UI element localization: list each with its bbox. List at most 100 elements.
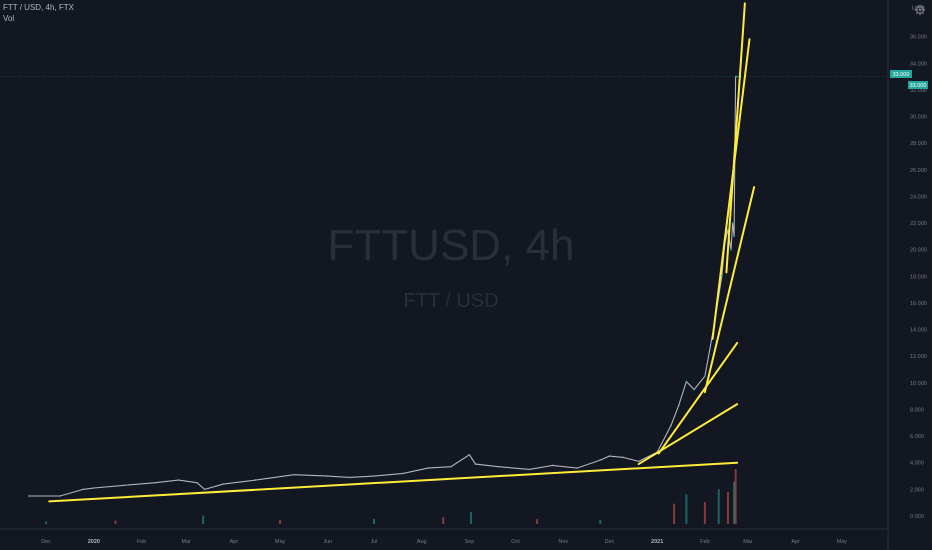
price-point: [203, 488, 206, 491]
x-tick-label: Mar: [743, 539, 753, 545]
settings-button[interactable]: [914, 4, 926, 16]
y-tick-label: 0.000: [910, 514, 924, 520]
x-tick-label: 2020: [88, 539, 100, 545]
volume-bar: [673, 503, 676, 524]
y-tick-label: 36.000: [910, 35, 927, 41]
x-tick-label: 2021: [651, 539, 663, 545]
price-point: [82, 488, 85, 491]
price-axis-currency: USD: [912, 6, 925, 12]
volume-bar: [734, 469, 737, 524]
x-tick-label: Feb: [700, 539, 709, 545]
price-point: [736, 75, 739, 78]
price-point: [348, 476, 351, 479]
price-point: [59, 495, 61, 497]
volume-bar: [442, 517, 445, 524]
price-point: [576, 467, 579, 469]
price-point: [426, 467, 429, 469]
y-tick-label: 8.000: [910, 407, 924, 413]
price-point: [122, 484, 125, 487]
trend-line[interactable]: [725, 2, 746, 274]
y-tick-label: 26.000: [910, 168, 927, 174]
volume-bar: [114, 520, 117, 524]
trend-line[interactable]: [711, 38, 751, 340]
price-point: [450, 465, 452, 468]
price-line: [29, 76, 738, 497]
last-price-marker: 33.000 33.000: [890, 70, 928, 89]
price-point: [402, 472, 405, 475]
y-tick-label: 14.000: [910, 328, 927, 334]
y-tick-label: 24.000: [910, 194, 927, 200]
x-tick-label: Dec: [41, 539, 51, 545]
volume-bar: [703, 502, 706, 524]
y-tick-label: 2.000: [910, 487, 924, 493]
x-tick-label: May: [837, 539, 848, 545]
price-point: [154, 481, 157, 484]
price-point: [474, 463, 477, 465]
last-price-label: 33.000: [893, 72, 910, 78]
price-point: [28, 495, 31, 497]
x-tick-label: Apr: [230, 539, 239, 545]
trend-line[interactable]: [48, 461, 739, 503]
volume-label[interactable]: Vol: [3, 14, 15, 23]
x-tick-label: Jun: [323, 539, 332, 545]
watermark-title: FTTUSD, 4h: [328, 221, 575, 270]
watermark-subtitle: FTT / USD: [403, 290, 498, 312]
x-tick-label: Dec: [605, 539, 615, 545]
y-tick-label: 16.000: [910, 301, 927, 307]
volume-bar: [45, 521, 48, 524]
price-axis[interactable]: 0.000 2.000 4.000 6.000 8.000 10.000 12.000 14.…: [910, 35, 927, 520]
y-tick-label: 32.000: [910, 88, 927, 94]
price-point: [254, 479, 257, 481]
x-tick-label: Sep: [464, 539, 474, 545]
price-axis-separator: [0, 0, 889, 550]
trend-lines[interactable]: [48, 2, 756, 503]
y-tick-label: 28.000: [910, 141, 927, 147]
price-point: [551, 464, 554, 467]
price-point: [468, 453, 471, 456]
y-tick-label: 18.000: [910, 274, 927, 280]
price-point: [222, 483, 225, 485]
price-point: [685, 380, 688, 383]
price-point: [734, 75, 737, 78]
price-point: [599, 459, 602, 461]
volume-bar: [372, 518, 375, 524]
price-point: [528, 468, 531, 471]
price-point: [637, 460, 640, 463]
y-tick-label: 34.000: [910, 61, 927, 67]
volume-bar: [726, 491, 729, 524]
x-tick-label: Nov: [558, 539, 568, 545]
price-point: [497, 465, 500, 468]
trend-line[interactable]: [637, 403, 739, 466]
time-axis[interactable]: Dec 2020 Feb Mar Apr May Jun Jul Aug Sep Oct Nov Dec…: [41, 539, 847, 545]
volume-bar: [733, 481, 736, 524]
volume-bar: [536, 518, 539, 524]
symbol-line[interactable]: FTT / USD, 4h, FTX: [3, 3, 74, 12]
price-point: [177, 479, 180, 481]
y-tick-label: 10.000: [910, 381, 927, 387]
volume-bar: [685, 494, 688, 524]
volume-bar: [469, 512, 472, 524]
price-point: [730, 248, 732, 251]
y-tick-label: 22.000: [910, 221, 927, 227]
x-tick-label: Jul: [370, 539, 377, 545]
price-point: [677, 404, 680, 407]
price-point: [693, 388, 695, 391]
last-price-badge: [890, 70, 912, 78]
last-price-sub-badge: [908, 81, 928, 89]
gear-icon: [914, 4, 926, 16]
x-tick-label: Apr: [791, 539, 800, 545]
volume-bar: [599, 519, 602, 524]
volume-bars: [45, 469, 737, 524]
price-point: [92, 487, 95, 489]
price-point: [293, 473, 295, 476]
price-point: [608, 455, 611, 457]
y-tick-label: 4.000: [910, 461, 924, 467]
price-point: [196, 481, 198, 484]
chart-watermark: FTTUSD, 4h FTT / USD: [328, 221, 575, 312]
price-point: [733, 235, 736, 238]
last-price-sub-label: 33.000: [910, 83, 927, 89]
trend-line[interactable]: [657, 341, 739, 455]
price-point: [622, 456, 625, 459]
trend-line[interactable]: [703, 186, 756, 394]
